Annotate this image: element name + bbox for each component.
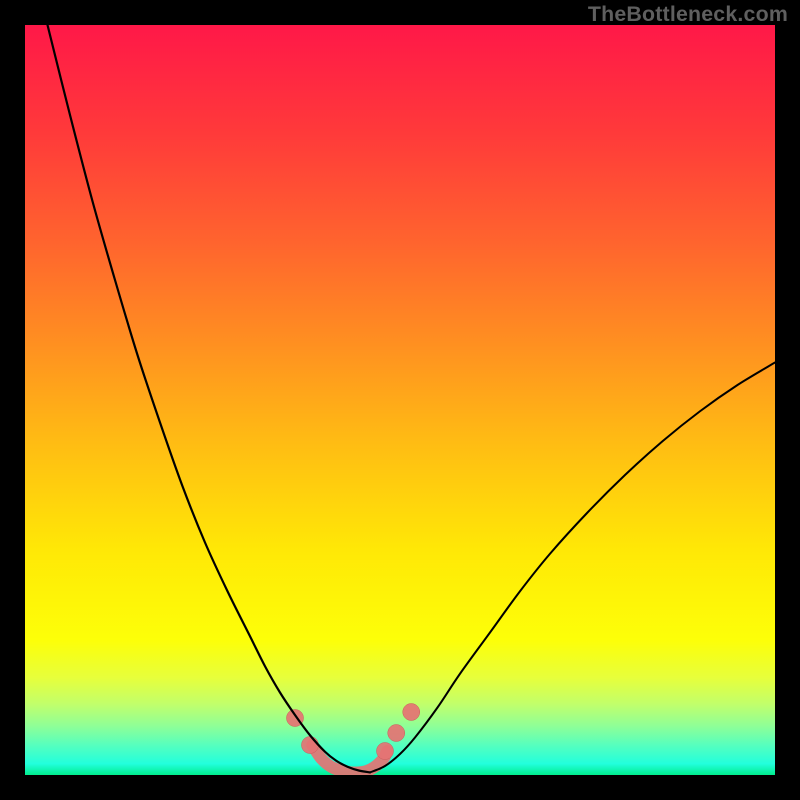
highlight-dot-4	[403, 704, 420, 721]
highlight-dot-2	[377, 743, 394, 760]
highlight-dot-3	[388, 725, 405, 742]
plot-background-gradient	[25, 25, 775, 775]
highlight-dot-1	[302, 737, 319, 754]
chart-stage: TheBottleneck.com	[0, 0, 800, 800]
bottleneck-chart	[0, 0, 800, 800]
